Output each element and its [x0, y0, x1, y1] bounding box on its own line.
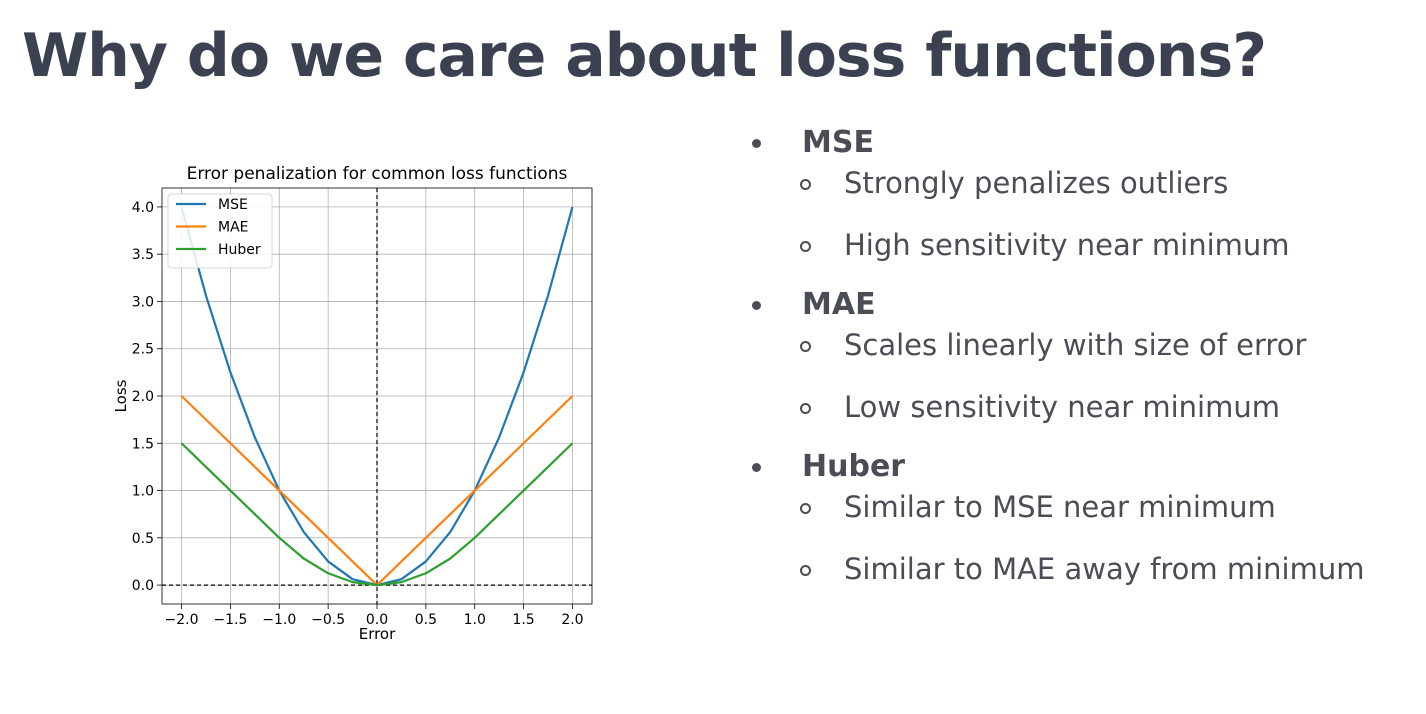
x-tick-label: −0.5	[311, 612, 345, 628]
y-tick-label: 3.0	[132, 294, 154, 310]
x-tick-label: −1.0	[262, 612, 296, 628]
bullet-huber: Huber Similar to MSE near minimum Similar …	[752, 442, 1364, 586]
bullet-list: MSE Strongly penalizes outliers High sensi…	[752, 118, 1364, 614]
bullet-mse: MSE Strongly penalizes outliers High sensi…	[752, 118, 1364, 262]
y-tick-label: 2.0	[132, 389, 154, 405]
x-tick-label: 0.5	[415, 612, 437, 628]
sub-bullet: Similar to MAE away from minimum	[752, 552, 1364, 586]
x-tick-label: 2.0	[561, 612, 583, 628]
sub-bullet: Similar to MSE near minimum	[752, 490, 1364, 524]
x-ticks: −2.0 −1.5 −1.0 −0.5 0.0 0.5 1.0 1.5 2.0	[165, 604, 584, 628]
sub-bullet: High sensitivity near minimum	[752, 228, 1364, 262]
y-tick-label: 1.0	[132, 484, 154, 500]
reference-lines	[162, 188, 592, 604]
legend-label: Huber	[218, 242, 261, 258]
sub-bullet: Strongly penalizes outliers	[752, 166, 1364, 200]
legend-label: MAE	[218, 220, 249, 236]
x-tick-label: −2.0	[165, 612, 199, 628]
sub-bullet: Scales linearly with size of error	[752, 328, 1364, 362]
x-tick-label: −1.5	[213, 612, 247, 628]
series-lines	[180, 206, 574, 587]
slide-title: Why do we care about loss functions?	[22, 21, 1267, 91]
y-tick-label: 1.5	[132, 436, 154, 452]
series-line-huber	[180, 442, 574, 587]
bullet-title: MSE	[752, 118, 1364, 168]
x-tick-label: 0.0	[366, 612, 388, 628]
y-tick-label: 3.5	[132, 247, 154, 263]
loss-chart: Error penalization for common loss funct…	[112, 164, 593, 643]
bullet-mae: MAE Scales linearly with size of error Low…	[752, 280, 1364, 424]
legend: MSE MAE Huber	[167, 193, 273, 269]
sub-bullet: Low sensitivity near minimum	[752, 390, 1364, 424]
legend-label: MSE	[218, 197, 248, 213]
bullet-title: Huber	[752, 442, 1364, 492]
y-tick-label: 0.5	[132, 531, 154, 547]
y-tick-label: 4.0	[132, 200, 154, 216]
y-tick-label: 2.5	[132, 342, 154, 358]
x-tick-label: 1.5	[512, 612, 534, 628]
chart-title: Error penalization for common loss funct…	[187, 164, 568, 184]
y-axis-label: Loss	[112, 379, 130, 412]
bullet-title: MAE	[752, 280, 1364, 330]
y-ticks: 0.0 0.5 1.0 1.5 2.0 2.5 3.0 3.5 4.0	[132, 200, 162, 594]
y-tick-label: 0.0	[132, 578, 154, 594]
x-axis-label: Error	[359, 625, 396, 643]
x-tick-label: 1.0	[464, 612, 486, 628]
